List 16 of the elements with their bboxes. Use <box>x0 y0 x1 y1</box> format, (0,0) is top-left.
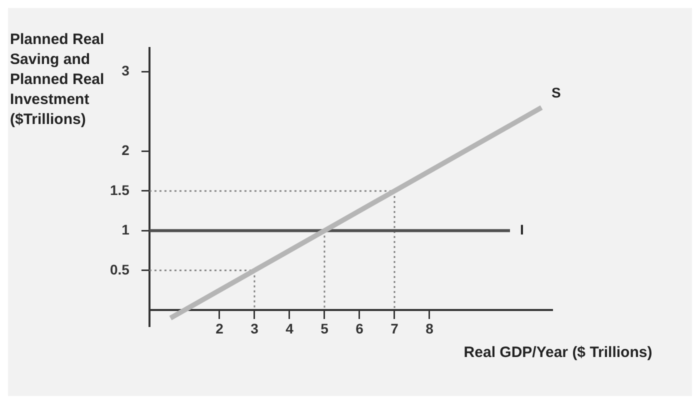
y-tick-label: 3 <box>122 62 130 79</box>
x-tick-label: 7 <box>390 320 399 336</box>
x-tick-label: 4 <box>286 320 294 336</box>
x-tick-label: 6 <box>356 320 364 336</box>
y-tick-label: 1 <box>122 222 130 238</box>
y-tick-label: 2 <box>122 142 130 158</box>
y-tick-label: 0.5 <box>110 261 130 278</box>
series-label: I <box>520 222 524 238</box>
x-tick-label: 2 <box>216 320 224 336</box>
y-tick-label: 1.5 <box>110 182 130 198</box>
x-axis-title: Real GDP/Year ($ Trillions) <box>463 343 653 363</box>
x-tick-label: 3 <box>250 320 259 336</box>
series-label: S <box>552 84 561 100</box>
x-tick-label: 5 <box>320 320 329 336</box>
y-axis-title: Planned Real Saving and Planned Real Investment ($Trillions) <box>10 31 104 128</box>
x-tick-label: 8 <box>426 320 434 336</box>
